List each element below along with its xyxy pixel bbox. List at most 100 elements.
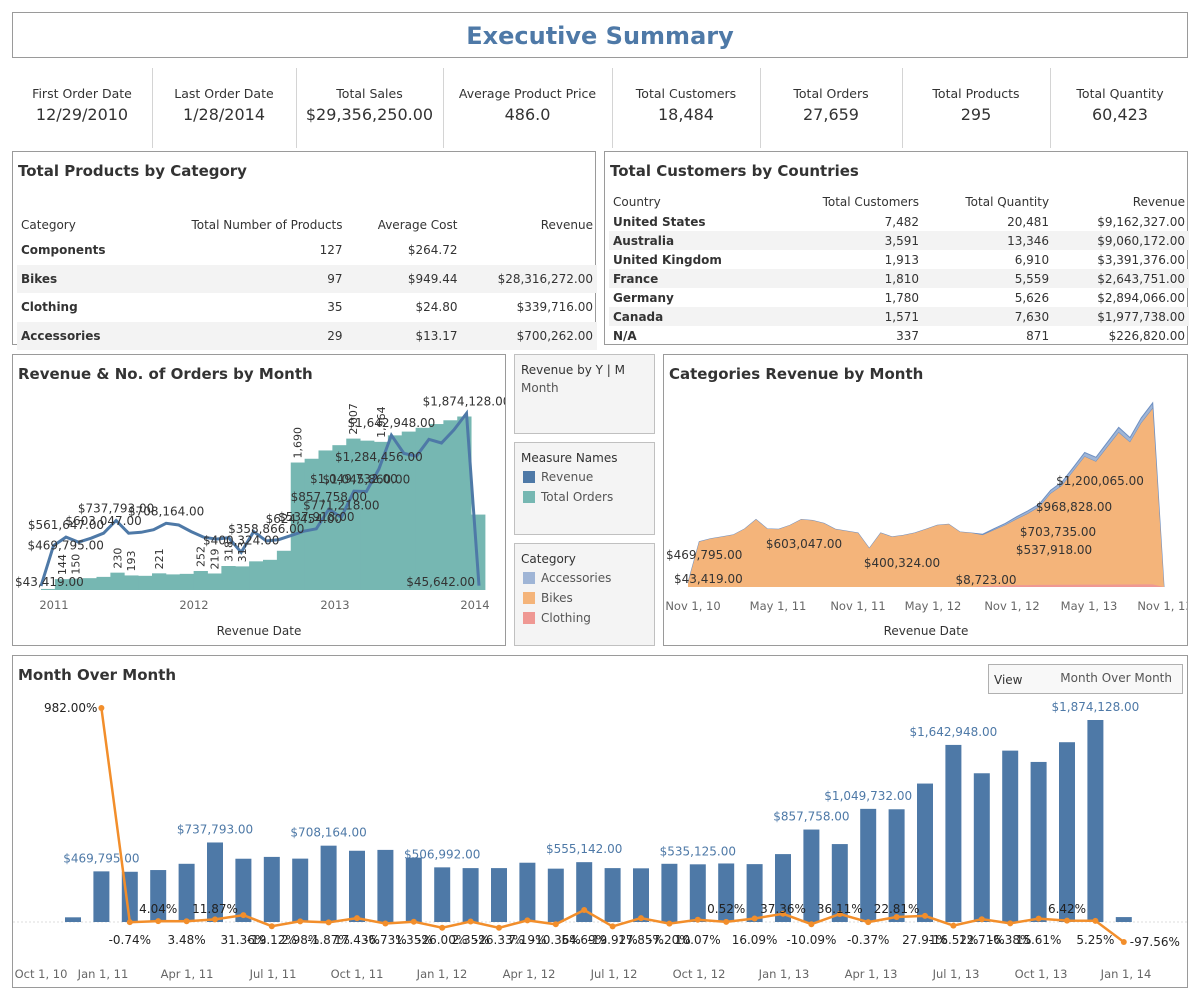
- mom-point: [297, 918, 304, 925]
- revenue-bar: [292, 858, 309, 922]
- x-tick-label: May 1, 13: [1061, 599, 1118, 613]
- col-header[interactable]: Revenue: [540, 218, 593, 232]
- revenue-bar: [150, 870, 167, 922]
- measure-names-legend: Measure Names Revenue Total Orders: [514, 442, 655, 535]
- table-cell: 1,571: [774, 307, 923, 326]
- order-bar: [374, 441, 389, 590]
- kpi-card: Last Order Date 1/28/2014: [152, 70, 296, 146]
- col-header[interactable]: Total Number of Products: [191, 218, 343, 232]
- legend-item-revenue[interactable]: Revenue: [523, 470, 593, 484]
- table-cell: [461, 236, 597, 265]
- view-selector[interactable]: View Month Over Month: [988, 664, 1183, 694]
- order-bar: [401, 431, 417, 590]
- col-header[interactable]: Total Quantity: [965, 195, 1050, 209]
- order-bar: [54, 579, 70, 590]
- table-cell: 337: [896, 328, 919, 343]
- legend-item-clothing[interactable]: Clothing: [523, 611, 591, 625]
- legend-item-accessories[interactable]: Accessories: [523, 571, 611, 585]
- mom-point: [694, 916, 701, 923]
- legend-item-bikes[interactable]: Bikes: [523, 591, 573, 605]
- revenue-bar: [1059, 742, 1075, 922]
- categories-revenue-chart[interactable]: $43,419.00 $469,795.00 $603,047.00 $400,324…: [664, 355, 1193, 645]
- revenue-data-label: $469,795.00: [28, 539, 104, 553]
- swatch-bikes: [523, 592, 535, 604]
- orders-data-label: 318: [222, 541, 235, 562]
- x-axis-title: Revenue Date: [217, 624, 302, 638]
- order-bar: [304, 458, 319, 590]
- table-row[interactable]: Germany 1,780 5,626 $2,894,066.00: [609, 288, 1189, 307]
- table-row[interactable]: Clothing 35 $24.80 $339,716.00: [17, 293, 597, 322]
- mom-data-label: 1.35%: [395, 933, 433, 947]
- col-header[interactable]: Total Customers: [822, 195, 919, 209]
- table-cell: $2,643,751.00: [1053, 269, 1189, 288]
- table-cell: $226,820.00: [1108, 328, 1185, 343]
- revenue-orders-panel: Revenue & No. of Orders by Month $43,419…: [12, 354, 510, 646]
- x-tick-label: Oct 1, 12: [673, 967, 726, 981]
- legend-item-total-orders[interactable]: Total Orders: [523, 490, 613, 504]
- month-over-month-chart[interactable]: $469,795.00 $737,793.00 $708,164.00 $506,99…: [13, 656, 1187, 987]
- x-tick-label: Jul 1, 12: [590, 967, 638, 981]
- filter-subtitle: Month: [521, 381, 559, 395]
- table-cell: 871: [1026, 328, 1050, 343]
- table-row[interactable]: France 1,810 5,559 $2,643,751.00: [609, 269, 1189, 288]
- table-cell: 7,482: [884, 214, 919, 229]
- order-bar: [249, 561, 264, 590]
- x-tick-label: Jan 1, 12: [416, 967, 468, 981]
- x-tick-label: Nov 1, 12: [984, 599, 1039, 613]
- table-row[interactable]: Bikes 97 $949.44 $28,316,272.00: [17, 264, 597, 293]
- revenue-bar: [803, 829, 820, 922]
- table-row[interactable]: United Kingdom 1,913 6,910 $3,391,376.00: [609, 250, 1189, 269]
- table-cell: $949.44: [346, 264, 462, 293]
- x-axis-title: Revenue Date: [884, 624, 969, 638]
- kpi-divider: [760, 68, 761, 148]
- order-bar: [443, 420, 458, 590]
- col-header[interactable]: Revenue: [1132, 195, 1185, 209]
- revenue-orders-chart[interactable]: $43,419.00 $469,795.00 $561,647.00$603,047…: [13, 355, 510, 645]
- mom-data-label: 0.52%: [707, 902, 745, 916]
- x-tick-label: Jul 1, 13: [932, 967, 980, 981]
- mom-point: [325, 919, 332, 926]
- table-row[interactable]: United States 7,482 20,481 $9,162,327.00: [609, 212, 1189, 231]
- order-bar: [290, 462, 306, 590]
- orders-data-label: 313: [236, 541, 249, 562]
- table-cell: France: [609, 269, 775, 288]
- col-header[interactable]: Average Cost: [377, 218, 458, 232]
- order-bar: [124, 575, 139, 590]
- revenue-bar: [377, 849, 394, 922]
- order-bar: [68, 578, 84, 590]
- mom-data-label: 10.07%: [675, 933, 721, 947]
- table-cell: Components: [21, 243, 106, 258]
- mom-point: [865, 919, 872, 926]
- table-row[interactable]: Canada 1,571 7,630 $1,977,738.00: [609, 307, 1189, 326]
- revenue-data-label: $1,284,456.00: [335, 450, 423, 464]
- x-tick-label: May 1, 12: [905, 599, 962, 613]
- x-tick-label: 2012: [179, 598, 208, 612]
- mom-point: [666, 920, 673, 927]
- kpi-card: Total Products 295: [902, 70, 1050, 146]
- table-cell: 29: [138, 321, 347, 350]
- legend-title: Measure Names: [521, 451, 618, 465]
- revenue-data-label: $537,918.00: [278, 510, 354, 524]
- col-header[interactable]: Category: [21, 218, 76, 232]
- mom-data-label: -26.00%: [417, 933, 467, 947]
- mom-point: [836, 911, 843, 918]
- categories-revenue-title: Categories Revenue by Month: [669, 365, 924, 383]
- table-cell: 97: [138, 264, 347, 293]
- mom-data-label: -19.92%: [588, 933, 638, 947]
- table-cell: $3,391,376.00: [1097, 252, 1185, 267]
- x-tick-label: Jul 1, 11: [249, 967, 297, 981]
- rev-by-ym-filter[interactable]: Revenue by Y | M Month: [514, 354, 655, 434]
- table-cell: United Kingdom: [613, 252, 722, 267]
- col-header[interactable]: Country: [613, 195, 661, 209]
- kpi-card: Total Quantity 60,423: [1050, 70, 1190, 146]
- mom-point: [893, 913, 900, 920]
- orders-data-label: 252: [195, 546, 208, 567]
- table-row[interactable]: Components 127 $264.72: [17, 236, 597, 265]
- legend-title: Category: [521, 552, 576, 566]
- table-row[interactable]: Accessories 29 $13.17 $700,262.00: [17, 321, 597, 350]
- revenue-bar: [207, 842, 223, 922]
- table-row[interactable]: Australia 3,591 13,346 $9,060,172.00: [609, 231, 1189, 250]
- table-row[interactable]: N/A 337 871 $226,820.00: [609, 326, 1189, 345]
- mom-point: [382, 920, 389, 927]
- area-data-label: $537,918.00: [1016, 543, 1092, 557]
